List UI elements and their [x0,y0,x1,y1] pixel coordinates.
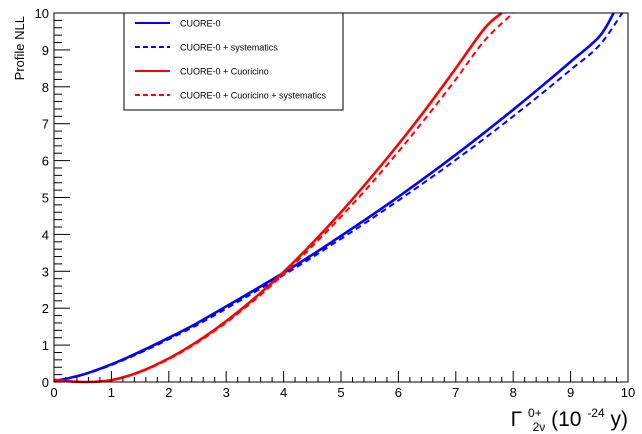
x-tick-label: 6 [395,385,402,400]
y-tick-label: 3 [42,264,49,279]
x-tick-label: 10 [621,385,635,400]
y-tick-label: 6 [42,154,49,169]
y-tick-label: 9 [42,43,49,58]
x-tick-label: 4 [280,385,287,400]
x-axis-label-unit-post: y) [611,408,629,431]
x-axis-label-subscript: 2ν [533,420,546,434]
x-tick-label: 7 [452,385,459,400]
x-axis-ticks: 0 1 2 3 4 5 6 7 8 9 10 [50,371,635,400]
x-axis-label-unit-exponent: -24 [587,406,605,420]
y-axis-ticks: 0 1 2 3 4 5 6 7 8 9 10 [35,6,70,390]
y-tick-label: 4 [42,227,49,242]
curves-layer [53,12,624,384]
y-tick-label: 1 [42,338,49,353]
x-tick-label: 3 [223,385,230,400]
series-line-cuore-0-cuoricino-systematics [53,12,514,384]
x-axis-label-superscript: 0+ [528,406,542,420]
series-line-cuore-0-cuoricino [53,12,503,384]
x-axis-label-symbol: Γ [511,408,523,431]
legend-label: CUORE-0 + systematics [180,43,278,53]
x-tick-label: 5 [337,385,344,400]
y-tick-label: 8 [42,80,49,95]
legend-box [123,12,344,111]
x-axis-label-unit-pre: (10 [551,408,581,431]
y-tick-label: 7 [42,117,49,132]
y-tick-label: 5 [42,191,49,206]
x-tick-label: 0 [50,385,57,400]
x-tick-label: 1 [108,385,115,400]
series-line-cuore-0 [53,12,615,383]
x-axis-label: Γ 0+ 2ν (10 -24 y) [511,399,628,434]
legend-label: CUORE-0 + Cuoricino [180,67,269,77]
x-tick-label: 9 [567,385,574,400]
y-axis-label: Profile NLL [12,16,27,80]
y-tick-label: 10 [35,6,49,21]
legend-label: CUORE-0 + Cuoricino + systematics [180,91,327,101]
legend-label: CUORE-0 [180,19,221,29]
x-tick-label: 8 [510,385,517,400]
y-tick-label: 0 [42,375,49,390]
y-tick-label: 2 [42,301,49,316]
legend: CUORE-0 CUORE-0 + systematics CUORE-0 + Cu… [123,12,344,111]
x-tick-label: 2 [165,385,172,400]
series-line-cuore-0-systematics [53,12,624,383]
